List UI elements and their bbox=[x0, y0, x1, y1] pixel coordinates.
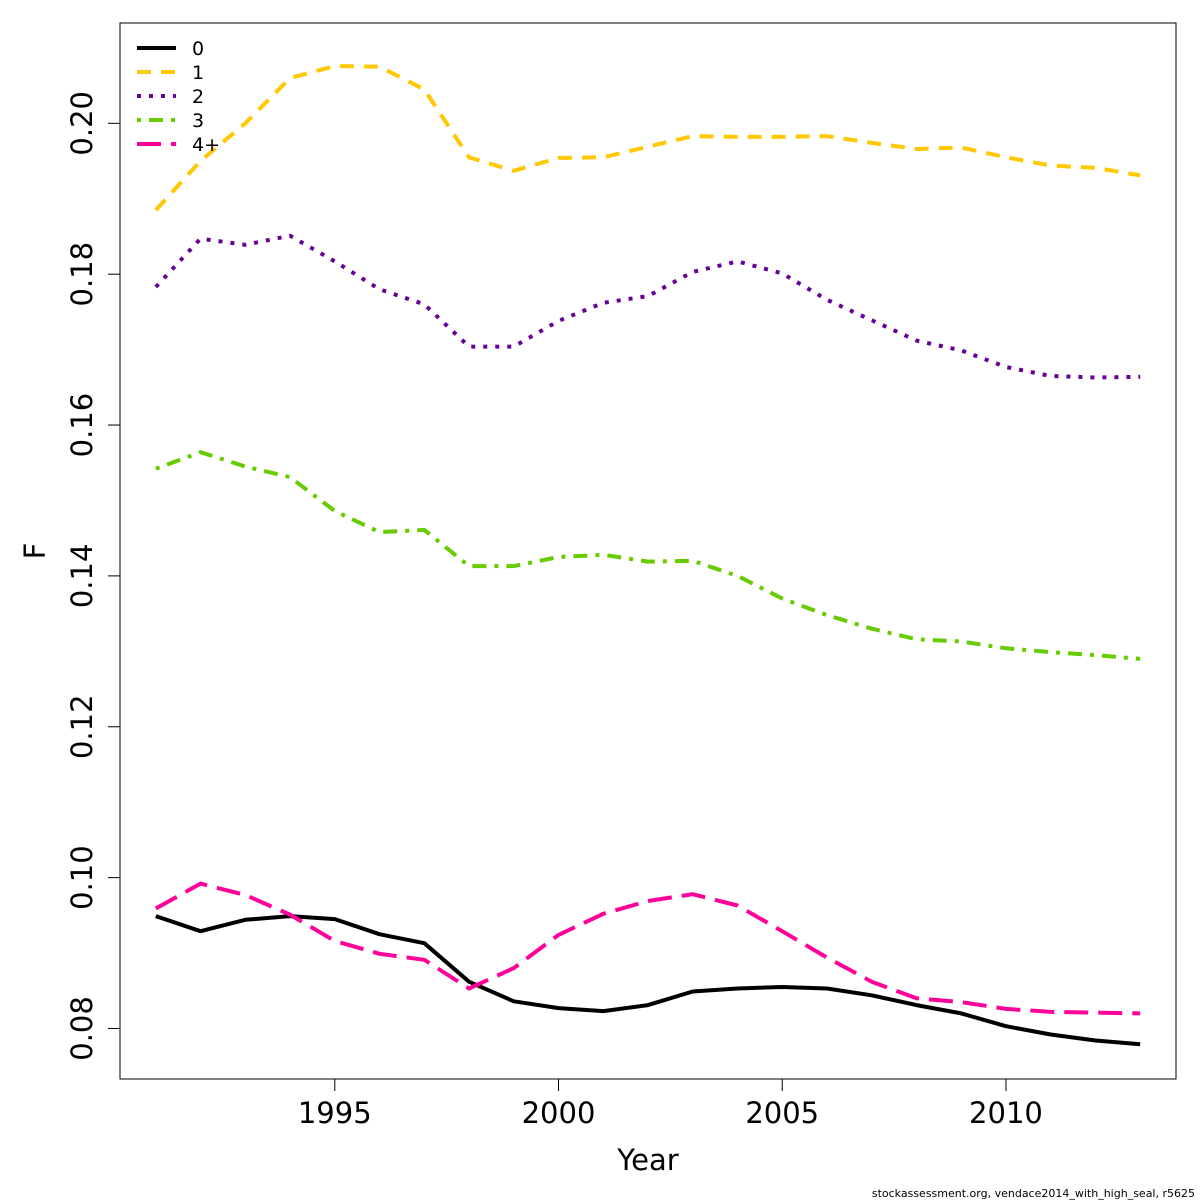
series-line-0 bbox=[155, 914, 1141, 1047]
x-axis-title: Year bbox=[616, 1143, 678, 1177]
series-layer bbox=[154, 64, 1141, 1047]
y-tick-label: 0.12 bbox=[65, 694, 99, 759]
plot-frame bbox=[119, 22, 1177, 1080]
legend-label: 3 bbox=[192, 110, 204, 132]
legend-label: 0 bbox=[192, 38, 204, 60]
series-line-3 bbox=[155, 450, 1141, 661]
y-tick-label: 0.08 bbox=[65, 996, 99, 1061]
y-tick-label: 0.18 bbox=[65, 242, 99, 307]
series-line-2 bbox=[154, 233, 1141, 380]
y-tick-label: 0.16 bbox=[65, 393, 99, 458]
y-tick-label: 0.20 bbox=[65, 91, 99, 156]
y-axis-title: F bbox=[18, 543, 52, 560]
series-line-1 bbox=[154, 64, 1141, 212]
x-tick-label: 1995 bbox=[298, 1096, 372, 1130]
x-axis: 1995 2000 2005 2010 bbox=[298, 1079, 1043, 1130]
legend-label: 1 bbox=[192, 62, 204, 84]
x-tick-label: 2000 bbox=[522, 1096, 596, 1130]
x-tick-label: 2010 bbox=[969, 1096, 1043, 1130]
legend-label: 2 bbox=[192, 86, 204, 108]
footer-note: stockassessment.org, vendace2014_with_hi… bbox=[872, 1187, 1195, 1200]
y-tick-label: 0.10 bbox=[65, 845, 99, 910]
series-line-4plus bbox=[154, 881, 1141, 1016]
legend-label: 4+ bbox=[192, 134, 220, 156]
y-tick-label: 0.14 bbox=[65, 544, 99, 609]
y-axis: 0.08 0.10 0.12 0.14 0.16 0.18 0.20 bbox=[65, 91, 120, 1061]
x-tick-label: 2005 bbox=[745, 1096, 819, 1130]
